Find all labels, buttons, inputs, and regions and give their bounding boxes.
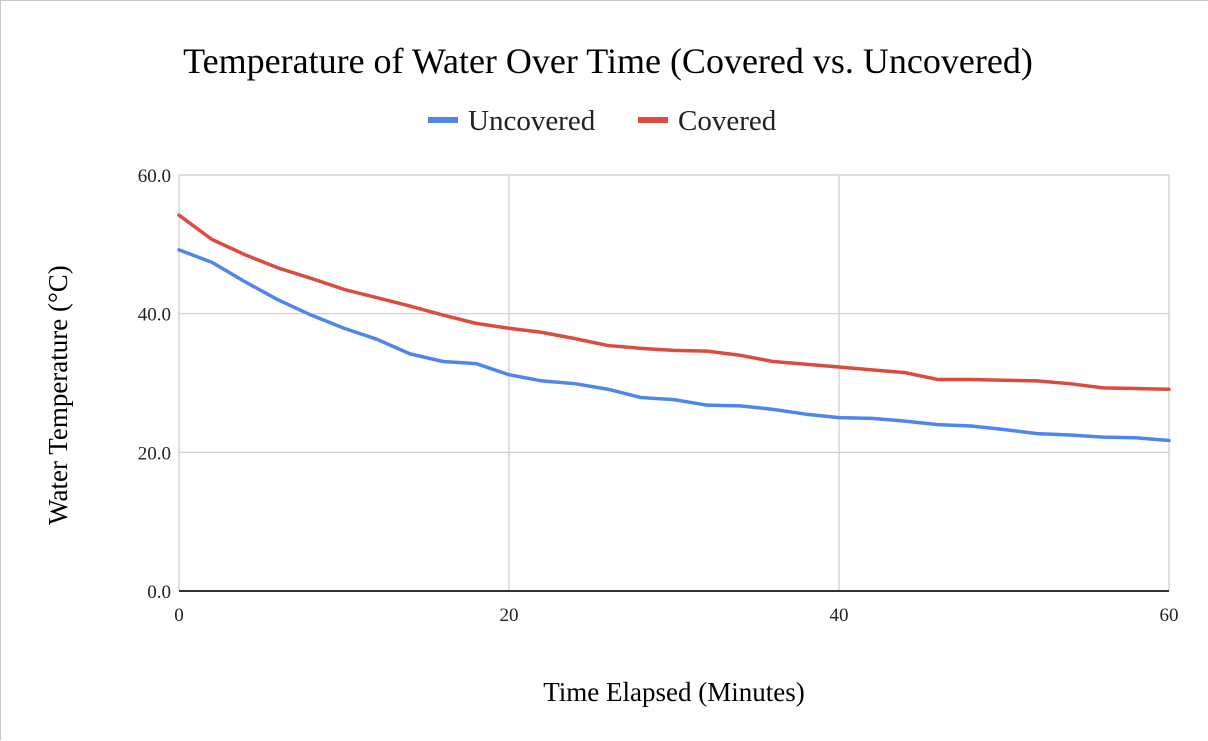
legend: Uncovered Covered xyxy=(428,105,777,137)
chart-title: Temperature of Water Over Time (Covered … xyxy=(183,41,1033,81)
x-tick-label: 20 xyxy=(500,605,519,626)
y-tick-label: 0.0 xyxy=(147,582,171,603)
legend-label-covered: Covered xyxy=(678,105,777,137)
x-tick-label: 60 xyxy=(1160,605,1179,626)
y-axis-title: Water Temperature (°C) xyxy=(43,265,73,525)
legend-swatch-covered xyxy=(638,117,668,123)
x-axis-title: Time Elapsed (Minutes) xyxy=(543,677,804,707)
gridlines xyxy=(178,174,1170,591)
legend-swatch-uncovered xyxy=(428,117,458,123)
x-tick-label: 0 xyxy=(174,605,184,626)
legend-label-uncovered: Uncovered xyxy=(468,105,596,137)
y-axis-tick-labels: 0.0 20.0 40.0 60.0 xyxy=(138,166,171,603)
series-line-covered xyxy=(177,213,1171,391)
series-lines xyxy=(177,213,1171,443)
y-tick-label: 20.0 xyxy=(138,443,171,464)
x-tick-label: 40 xyxy=(830,605,849,626)
y-tick-label: 40.0 xyxy=(138,305,171,326)
series-line-uncovered xyxy=(177,248,1171,443)
y-tick-label: 60.0 xyxy=(138,166,171,187)
x-axis-tick-labels: 0 20 40 60 xyxy=(174,605,1178,626)
